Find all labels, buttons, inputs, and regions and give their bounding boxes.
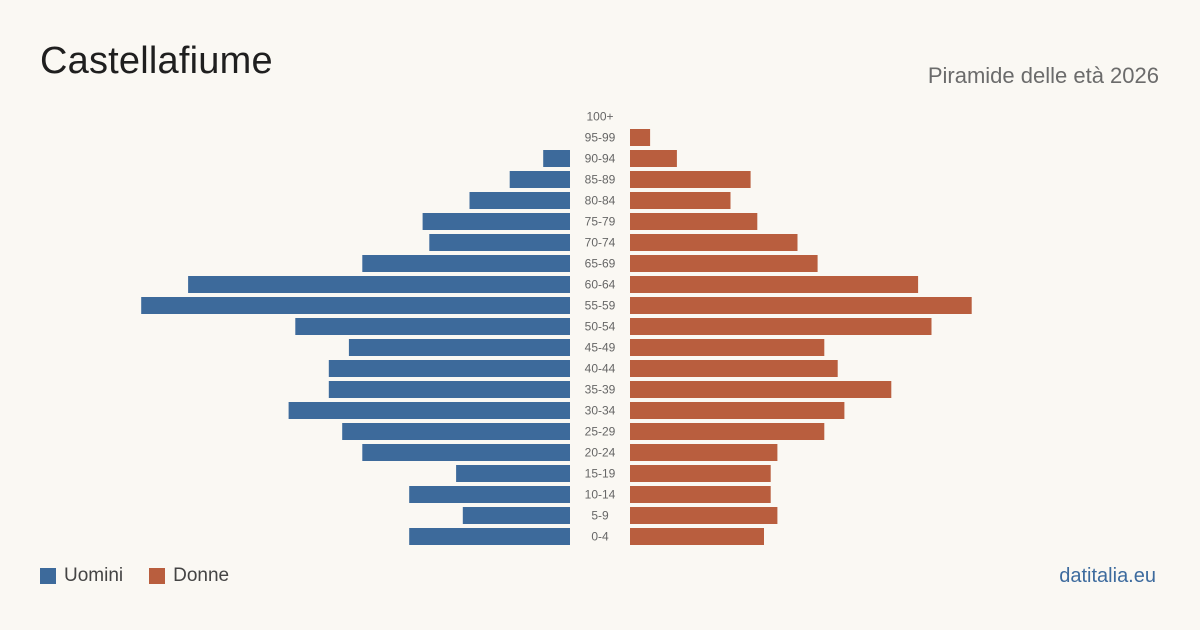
bar-men-25-29 xyxy=(342,423,570,440)
bar-men-60-64 xyxy=(188,276,570,293)
chart-title: Castellafiume xyxy=(40,40,273,82)
legend-swatch-women xyxy=(149,568,166,584)
bar-men-55-59 xyxy=(141,297,570,314)
bar-women-95-99 xyxy=(630,129,651,146)
bar-men-5-9 xyxy=(462,507,570,524)
bar-women-55-59 xyxy=(630,297,972,314)
bar-women-35-39 xyxy=(630,381,892,398)
bar-women-20-24 xyxy=(630,444,778,461)
bar-women-15-19 xyxy=(630,465,771,482)
legend-item-men: Uomini xyxy=(40,565,123,587)
bar-men-85-89 xyxy=(509,171,570,188)
bar-women-65-69 xyxy=(630,255,818,272)
age-label-0-4: 0-4 xyxy=(591,530,609,544)
legend-item-women: Donne xyxy=(149,565,229,587)
bar-men-15-19 xyxy=(456,465,570,482)
age-label-20-24: 20-24 xyxy=(585,446,616,460)
age-label-5-9: 5-9 xyxy=(591,509,609,523)
bar-women-40-44 xyxy=(630,360,838,377)
legend: Uomini Donne xyxy=(40,565,255,587)
age-label-70-74: 70-74 xyxy=(585,236,616,250)
age-label-30-34: 30-34 xyxy=(585,404,616,418)
legend-swatch-men xyxy=(40,568,56,584)
age-label-95-99: 95-99 xyxy=(585,131,616,145)
bar-women-70-74 xyxy=(630,234,798,251)
bar-men-0-4 xyxy=(409,528,570,545)
age-label-10-14: 10-14 xyxy=(585,488,616,502)
bar-women-80-84 xyxy=(630,192,731,209)
bar-men-75-79 xyxy=(422,213,570,230)
age-label-40-44: 40-44 xyxy=(585,362,616,376)
age-label-15-19: 15-19 xyxy=(585,467,616,481)
bar-women-5-9 xyxy=(630,507,778,524)
chart-subtitle: Piramide delle età 2026 xyxy=(927,63,1159,88)
bar-women-45-49 xyxy=(630,339,825,356)
bar-women-85-89 xyxy=(630,171,751,188)
bar-women-60-64 xyxy=(630,276,919,293)
brand-link[interactable]: datitalia.eu xyxy=(1059,565,1156,587)
age-label-75-79: 75-79 xyxy=(585,215,616,229)
legend-label-women: Donne xyxy=(173,565,230,586)
age-label-85-89: 85-89 xyxy=(585,173,616,187)
bar-men-10-14 xyxy=(409,486,570,503)
bar-men-80-84 xyxy=(469,192,570,209)
age-label-80-84: 80-84 xyxy=(585,194,616,208)
bar-women-0-4 xyxy=(630,528,764,545)
age-label-90-94: 90-94 xyxy=(585,152,616,166)
legend-label-men: Uomini xyxy=(64,565,124,586)
bar-women-90-94 xyxy=(630,150,677,167)
bar-women-30-34 xyxy=(630,402,845,419)
bar-men-20-24 xyxy=(362,444,570,461)
bar-men-45-49 xyxy=(348,339,570,356)
bar-men-70-74 xyxy=(429,234,570,251)
age-label-60-64: 60-64 xyxy=(585,278,616,292)
bar-men-90-94 xyxy=(543,150,570,167)
age-label-35-39: 35-39 xyxy=(585,383,616,397)
age-label-55-59: 55-59 xyxy=(585,299,616,313)
age-label-65-69: 65-69 xyxy=(585,257,616,271)
bar-men-35-39 xyxy=(328,381,570,398)
age-label-100plus: 100+ xyxy=(586,110,613,124)
bar-women-25-29 xyxy=(630,423,825,440)
bar-men-50-54 xyxy=(295,318,570,335)
bar-men-30-34 xyxy=(288,402,570,419)
age-label-25-29: 25-29 xyxy=(585,425,616,439)
bar-men-65-69 xyxy=(362,255,570,272)
bar-women-75-79 xyxy=(630,213,758,230)
bar-men-40-44 xyxy=(328,360,570,377)
bar-women-50-54 xyxy=(630,318,932,335)
bar-women-10-14 xyxy=(630,486,771,503)
age-label-45-49: 45-49 xyxy=(585,341,616,355)
age-label-50-54: 50-54 xyxy=(585,320,616,334)
